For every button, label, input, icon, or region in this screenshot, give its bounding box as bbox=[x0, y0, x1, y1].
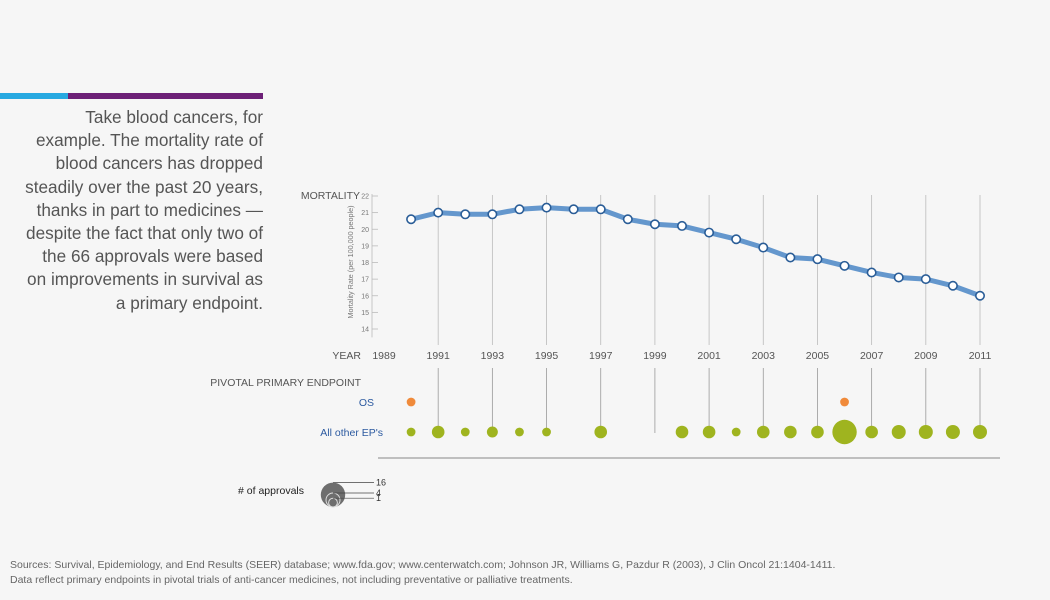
x-tick-label: 1995 bbox=[535, 350, 559, 362]
mortality-point bbox=[785, 252, 796, 263]
x-tick-label: 2011 bbox=[969, 350, 992, 362]
y-tick-label: 19 bbox=[361, 243, 369, 250]
mortality-point bbox=[920, 274, 931, 285]
x-tick-label: 2007 bbox=[860, 350, 884, 362]
mortality-point bbox=[568, 204, 579, 215]
other-ep-dot bbox=[832, 419, 857, 445]
mortality-point bbox=[487, 209, 498, 220]
x-tick-label: 1991 bbox=[427, 350, 451, 362]
mortality-point bbox=[514, 204, 525, 215]
endpoint-dots: PIVOTAL PRIMARY ENDPOINT OS All other EP… bbox=[210, 377, 987, 445]
mortality-point bbox=[704, 227, 715, 238]
mortality-point bbox=[893, 272, 904, 283]
other-ep-dot bbox=[784, 425, 797, 439]
other-ep-dot bbox=[594, 425, 608, 439]
other-ep-dot bbox=[486, 426, 498, 438]
x-tick-label: 2009 bbox=[914, 350, 938, 362]
accent-bar-purple bbox=[68, 93, 263, 99]
other-ep-dot bbox=[431, 425, 445, 439]
y-axis: MORTALITY Mortality Rate (per 100,000 pe… bbox=[301, 190, 378, 338]
legend-value: 16 bbox=[376, 478, 386, 488]
sources-line-1: Sources: Survival, Epidemiology, and End… bbox=[10, 559, 836, 571]
gridlines bbox=[378, 195, 1000, 459]
legend-bubble bbox=[320, 482, 346, 507]
y-axis-label: Mortality Rate (per 100,000 people) bbox=[346, 205, 355, 318]
mortality-series bbox=[406, 202, 985, 301]
y-tick-label: 21 bbox=[361, 210, 369, 217]
legend-value: 1 bbox=[376, 493, 381, 503]
y-tick-label: 16 bbox=[361, 293, 369, 300]
other-ep-dot bbox=[891, 425, 906, 439]
mortality-point bbox=[974, 290, 985, 301]
y-tick-label: 20 bbox=[361, 227, 369, 234]
x-axis-title: YEAR bbox=[332, 350, 361, 362]
x-tick-label: 1997 bbox=[589, 350, 613, 362]
intro-text: Take blood cancers, for example. The mor… bbox=[25, 107, 263, 313]
sources: Sources: Survival, Epidemiology, and End… bbox=[10, 558, 835, 587]
mortality-point bbox=[866, 267, 877, 278]
other-ep-dot bbox=[515, 427, 524, 437]
mortality-point bbox=[812, 254, 823, 265]
other-ep-dot bbox=[702, 425, 716, 439]
x-tick-label: 1993 bbox=[481, 350, 505, 362]
x-tick-label: 2005 bbox=[806, 350, 830, 362]
mortality-line bbox=[408, 205, 983, 299]
x-tick-label: 2003 bbox=[752, 350, 776, 362]
mortality-point bbox=[406, 214, 417, 225]
mortality-point bbox=[595, 204, 606, 215]
other-ep-dot bbox=[675, 425, 689, 439]
other-ep-dot bbox=[756, 425, 770, 439]
legend-label: # of approvals bbox=[238, 485, 304, 497]
legend-value: 4 bbox=[376, 488, 381, 498]
other-ep-dot bbox=[973, 425, 987, 439]
y-tick-label: 15 bbox=[361, 310, 369, 317]
sources-line-2: Data reflect primary endpoints in pivota… bbox=[10, 573, 573, 586]
mortality-point bbox=[460, 209, 471, 220]
endpoint-title: PIVOTAL PRIMARY ENDPOINT bbox=[210, 377, 361, 389]
other-ep-dot bbox=[811, 425, 824, 439]
other-ep-dot bbox=[460, 427, 470, 437]
y-tick-label: 18 bbox=[361, 260, 369, 267]
other-ep-dot bbox=[542, 427, 551, 437]
other-ep-dot bbox=[731, 427, 741, 437]
y-tick-label: 14 bbox=[361, 327, 369, 334]
other-ep-dot bbox=[945, 425, 960, 439]
x-axis: YEAR 1989 1991 1993 1995 1997 1999 2001 2003 200… bbox=[332, 350, 991, 362]
other-ep-dot bbox=[918, 425, 933, 439]
os-dot bbox=[840, 397, 849, 407]
x-tick-label: 1989 bbox=[372, 350, 396, 362]
x-tick-label: 2001 bbox=[697, 350, 721, 362]
mortality-point bbox=[758, 242, 769, 253]
mortality-point bbox=[433, 207, 444, 218]
mortality-point bbox=[947, 280, 958, 291]
y-tick-label: 22 bbox=[361, 194, 369, 201]
mortality-point bbox=[676, 220, 687, 231]
x-tick-label: 1999 bbox=[643, 350, 667, 362]
y-tick-label: 17 bbox=[361, 277, 369, 284]
other-ep-dot bbox=[865, 425, 878, 439]
row-label-other-ep: All other EP's bbox=[320, 427, 383, 439]
mortality-point bbox=[622, 214, 633, 225]
mortality-point bbox=[541, 202, 552, 213]
os-dot bbox=[406, 397, 416, 407]
other-ep-dot bbox=[406, 427, 416, 437]
mortality-point bbox=[731, 234, 742, 245]
accent-bar-blue bbox=[0, 93, 68, 99]
mortality-point bbox=[839, 260, 850, 271]
row-label-os: OS bbox=[359, 397, 374, 409]
y-axis-title: MORTALITY bbox=[301, 190, 360, 202]
mortality-point bbox=[649, 219, 660, 230]
